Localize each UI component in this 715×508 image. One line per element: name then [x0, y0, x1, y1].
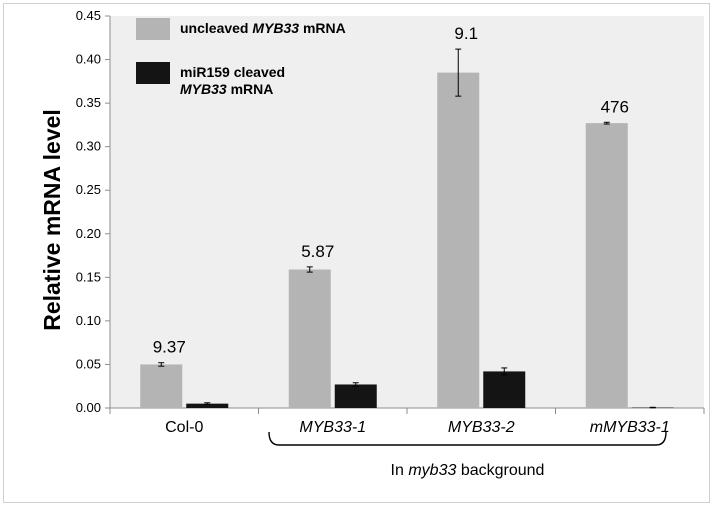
y-tick-label: 0.35	[76, 95, 101, 110]
y-tick-label: 0.10	[76, 313, 101, 328]
y-tick-label: 0.05	[76, 356, 101, 371]
legend-swatch-1	[136, 18, 170, 40]
bar-value-label: 9.37	[153, 338, 186, 357]
bar-series1-1	[140, 364, 183, 408]
bars	[140, 48, 674, 409]
y-tick-labels: 0.00 0.05 0.10 0.15 0.20 0.25 0.30 0.35 0.40 0.45	[76, 8, 110, 415]
bar-series1-4	[585, 123, 628, 408]
chart-frame: 0.00 0.05 0.10 0.15 0.20 0.25 0.30 0.35 0.40 0.45…	[3, 3, 710, 503]
y-tick-label: 0.15	[76, 269, 101, 284]
bar-value-labels: 9.37 5.87 9.1 476	[153, 24, 629, 357]
bar-series2-2	[334, 384, 377, 408]
y-tick-label: 0.25	[76, 182, 101, 197]
bar-chart: 0.00 0.05 0.10 0.15 0.20 0.25 0.30 0.35 0.40 0.45…	[39, 8, 705, 479]
bar-value-label: 5.87	[301, 242, 334, 261]
group-label: In myb33 background	[391, 462, 545, 479]
bar-series1-3	[437, 72, 480, 408]
group-bracket	[268, 431, 667, 446]
legend-label-2: miR159 cleaved	[180, 64, 285, 80]
legend-swatch-2	[136, 62, 170, 84]
category-labels: Col-0 MYB33-1 MYB33-2 mMYB33-1	[165, 419, 670, 436]
y-tick-label: 0.00	[76, 400, 101, 415]
bar-series2-3	[483, 371, 526, 408]
legend-label-1: uncleaved MYB33 mRNA	[180, 20, 346, 36]
legend-label-2-line2: MYB33 mRNA	[180, 81, 273, 97]
bar-series1-2	[288, 269, 331, 408]
bar-series2-1	[186, 403, 229, 408]
category-label: MYB33-2	[448, 419, 515, 436]
category-label: Col-0	[165, 419, 203, 436]
y-axis-label: Relative mRNA level	[39, 109, 65, 331]
legend: uncleaved MYB33 mRNA miR159 cleavedMYB33 …	[136, 18, 346, 97]
group-annotation: In myb33 background	[268, 431, 667, 479]
bar-value-label: 476	[601, 97, 629, 116]
y-tick-label: 0.30	[76, 139, 101, 154]
category-label: MYB33-1	[299, 419, 366, 436]
y-tick-label: 0.45	[76, 8, 101, 23]
bar-value-label: 9.1	[454, 24, 478, 43]
y-tick-label: 0.40	[76, 52, 101, 67]
category-label: mMYB33-1	[590, 419, 670, 436]
y-tick-label: 0.20	[76, 226, 101, 241]
